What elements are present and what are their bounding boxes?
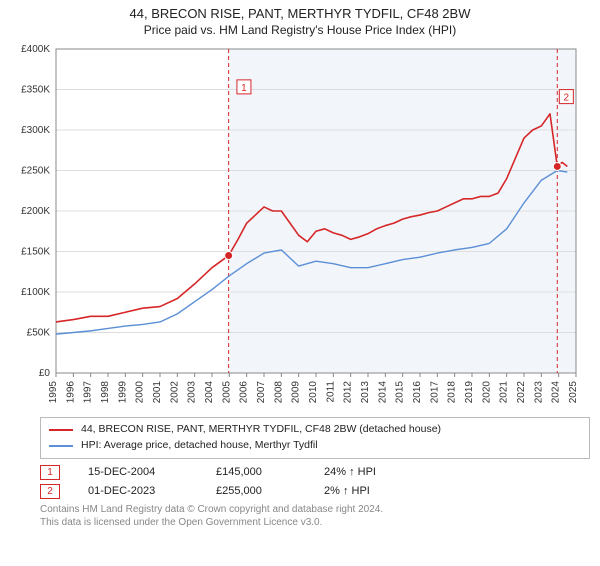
svg-text:2018: 2018 bbox=[447, 381, 458, 404]
svg-text:2013: 2013 bbox=[360, 381, 371, 404]
svg-text:£0: £0 bbox=[39, 368, 51, 379]
svg-text:2010: 2010 bbox=[308, 381, 319, 404]
svg-text:2006: 2006 bbox=[239, 381, 250, 404]
svg-text:£300K: £300K bbox=[21, 125, 50, 136]
footer: Contains HM Land Registry data © Crown c… bbox=[40, 503, 590, 529]
svg-text:2019: 2019 bbox=[464, 381, 475, 404]
markers-table: 1 15-DEC-2004 £145,000 24% ↑ HPI 2 01-DE… bbox=[40, 465, 590, 499]
svg-text:2024: 2024 bbox=[551, 381, 562, 404]
marker-price: £255,000 bbox=[216, 485, 296, 497]
marker-delta: 2% ↑ HPI bbox=[324, 485, 424, 497]
svg-text:2005: 2005 bbox=[221, 381, 232, 404]
svg-text:£200K: £200K bbox=[21, 206, 50, 217]
svg-text:2009: 2009 bbox=[291, 381, 302, 404]
svg-text:2011: 2011 bbox=[325, 381, 336, 403]
marker-price: £145,000 bbox=[216, 466, 296, 478]
svg-text:1: 1 bbox=[241, 83, 247, 94]
svg-text:£150K: £150K bbox=[21, 247, 50, 258]
legend: 44, BRECON RISE, PANT, MERTHYR TYDFIL, C… bbox=[40, 417, 590, 459]
svg-text:2004: 2004 bbox=[204, 381, 215, 404]
marker-tag: 1 bbox=[40, 465, 60, 480]
svg-text:2017: 2017 bbox=[429, 381, 440, 404]
svg-text:2020: 2020 bbox=[481, 381, 492, 404]
svg-text:2022: 2022 bbox=[516, 381, 527, 404]
svg-text:1997: 1997 bbox=[83, 381, 94, 404]
svg-text:2001: 2001 bbox=[152, 381, 163, 404]
legend-swatch bbox=[49, 445, 73, 447]
svg-text:2023: 2023 bbox=[533, 381, 544, 404]
legend-label: HPI: Average price, detached house, Mert… bbox=[81, 438, 318, 454]
svg-text:£100K: £100K bbox=[21, 287, 50, 298]
svg-text:2016: 2016 bbox=[412, 381, 423, 404]
marker-date: 15-DEC-2004 bbox=[88, 466, 188, 478]
svg-text:£350K: £350K bbox=[21, 85, 50, 96]
svg-text:£250K: £250K bbox=[21, 166, 50, 177]
marker-row: 1 15-DEC-2004 £145,000 24% ↑ HPI bbox=[40, 465, 590, 480]
svg-text:2012: 2012 bbox=[343, 381, 354, 404]
svg-text:2002: 2002 bbox=[169, 381, 180, 404]
svg-text:1998: 1998 bbox=[100, 381, 111, 404]
legend-row: HPI: Average price, detached house, Mert… bbox=[49, 438, 581, 454]
legend-swatch bbox=[49, 429, 73, 431]
page: 44, BRECON RISE, PANT, MERTHYR TYDFIL, C… bbox=[0, 6, 600, 566]
svg-text:1995: 1995 bbox=[48, 381, 59, 404]
svg-text:2: 2 bbox=[564, 93, 570, 104]
svg-text:2014: 2014 bbox=[377, 381, 388, 404]
marker-row: 2 01-DEC-2023 £255,000 2% ↑ HPI bbox=[40, 484, 590, 499]
legend-label: 44, BRECON RISE, PANT, MERTHYR TYDFIL, C… bbox=[81, 422, 441, 438]
svg-text:2025: 2025 bbox=[568, 381, 579, 404]
svg-text:2021: 2021 bbox=[499, 381, 510, 404]
marker-delta: 24% ↑ HPI bbox=[324, 466, 424, 478]
svg-text:2007: 2007 bbox=[256, 381, 267, 404]
legend-row: 44, BRECON RISE, PANT, MERTHYR TYDFIL, C… bbox=[49, 422, 581, 438]
svg-text:2008: 2008 bbox=[273, 381, 284, 404]
chart-title: 44, BRECON RISE, PANT, MERTHYR TYDFIL, C… bbox=[0, 6, 600, 21]
chart-area: £0 £50K £100K £150K £200K £250K £300K £350K £400… bbox=[10, 41, 590, 411]
chart-subtitle: Price paid vs. HM Land Registry's House … bbox=[0, 23, 600, 37]
footer-line: Contains HM Land Registry data © Crown c… bbox=[40, 503, 590, 516]
footer-line: This data is licensed under the Open Gov… bbox=[40, 516, 590, 529]
svg-text:£400K: £400K bbox=[21, 44, 50, 55]
svg-text:2000: 2000 bbox=[135, 381, 146, 404]
marker-date: 01-DEC-2023 bbox=[88, 485, 188, 497]
chart-svg: £0 £50K £100K £150K £200K £250K £300K £350K £400… bbox=[10, 41, 590, 411]
marker-tag: 2 bbox=[40, 484, 60, 499]
svg-text:1999: 1999 bbox=[117, 381, 128, 404]
svg-text:2003: 2003 bbox=[187, 381, 198, 404]
svg-text:2015: 2015 bbox=[395, 381, 406, 404]
svg-text:£50K: £50K bbox=[27, 328, 51, 339]
svg-text:1996: 1996 bbox=[65, 381, 76, 404]
